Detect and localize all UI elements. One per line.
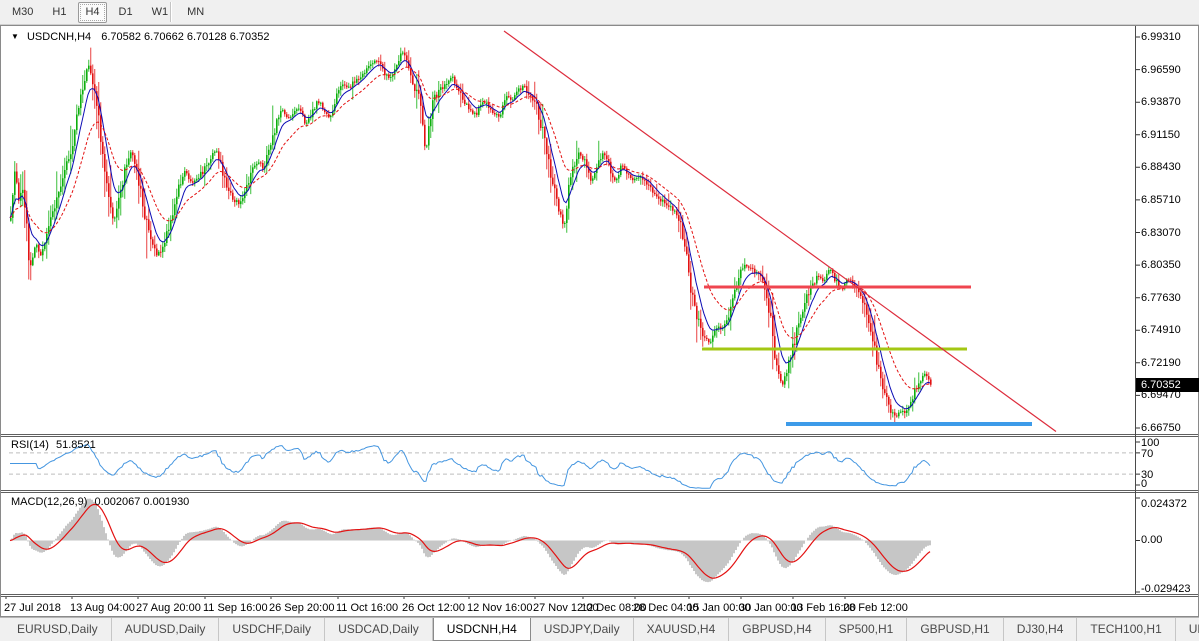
macd-values: 0.002067 0.001930 xyxy=(94,496,190,508)
timeframe-mn[interactable]: MN xyxy=(187,5,205,18)
tab-gbpusd-h1[interactable]: GBPUSD,H1 xyxy=(907,618,1004,641)
timeframe-w1[interactable]: W1 xyxy=(151,5,169,18)
timeframe-h4[interactable]: H4 xyxy=(78,1,107,23)
price-tick-label: 6.88430 xyxy=(1141,161,1181,174)
price-tick-label: 6.93870 xyxy=(1141,96,1181,109)
macd-label: MACD(12,26,9) 0.002067 0.001930 xyxy=(11,496,189,508)
price-tick-label: 6.99310 xyxy=(1141,31,1181,43)
tab-audusd-daily[interactable]: AUDUSD,Daily xyxy=(112,618,220,641)
time-tick-label: 27 Jul 2018 xyxy=(4,602,61,614)
time-tick-label: 13 Feb 16:00 xyxy=(791,602,856,614)
tab-usdchf-daily[interactable]: USDCHF,Daily xyxy=(219,618,326,641)
price-tick-label: 6.66750 xyxy=(1141,422,1181,434)
timeframe-toolbar: M30 H1 H4 D1 W1 MN xyxy=(0,0,1199,25)
timeframe-d1[interactable]: D1 xyxy=(118,5,133,18)
time-tick-label: 27 Nov 12:00 xyxy=(533,602,599,614)
rsi-name: RSI(14) xyxy=(11,439,49,451)
rsi-label: RSI(14) 51.8521 xyxy=(11,439,96,451)
chart-canvas[interactable] xyxy=(1,26,1198,616)
time-tick-label: 13 Aug 04:00 xyxy=(70,602,135,614)
symbol-tabs: EURUSD,Daily AUDUSD,Daily USDCHF,Daily USDC… xyxy=(4,618,1199,641)
timeframe-h1[interactable]: H1 xyxy=(52,5,67,18)
tab-eurusd-daily[interactable]: EURUSD,Daily xyxy=(4,618,112,641)
time-tick-label: 27 Aug 20:00 xyxy=(136,602,201,614)
timeframe-m30[interactable]: M30 xyxy=(12,5,34,18)
tab-ukoil[interactable]: UKOil, xyxy=(1176,618,1199,641)
price-tick-label: 6.69470 xyxy=(1141,389,1181,402)
panel-separator[interactable] xyxy=(1,594,1198,597)
price-axis-divider xyxy=(1135,26,1136,594)
time-tick-label: 30 Jan 00:00 xyxy=(739,602,803,614)
symbol-dropdown-icon[interactable]: ▼ xyxy=(11,32,19,41)
panel-separator[interactable] xyxy=(1,490,1198,493)
rsi-tick-label: 30 xyxy=(1141,469,1154,482)
time-tick-label: 26 Sep 20:00 xyxy=(269,602,335,614)
time-tick-label: 28 Dec 04:00 xyxy=(633,602,699,614)
macd-tick-label: 0.00 xyxy=(1141,534,1163,547)
rsi-tick-label: 100 xyxy=(1141,437,1160,449)
toolbar-separator xyxy=(170,2,171,22)
tab-tech100-h1[interactable]: TECH100,H1 xyxy=(1077,618,1176,641)
timeframe-buttons: M30 H1 H4 D1 W1 MN xyxy=(5,1,216,23)
tab-usdjpy-daily[interactable]: USDJPY,Daily xyxy=(531,618,634,641)
price-tick-label: 6.85710 xyxy=(1141,193,1181,206)
rsi-tick-label: 70 xyxy=(1141,447,1154,460)
symbol-timeframe-label: USDCNH,H4 xyxy=(26,31,92,43)
time-tick-label: 26 Oct 12:00 xyxy=(402,602,465,614)
time-tick-label: 11 Sep 16:00 xyxy=(203,602,268,614)
tab-xauusd-h4[interactable]: XAUUSD,H4 xyxy=(634,618,730,641)
rsi-tick-label: 0 xyxy=(1141,478,1148,490)
ohlc-values: 6.70582 6.70662 6.70128 6.70352 xyxy=(101,31,270,43)
price-tick-label: 6.77630 xyxy=(1141,291,1181,304)
chart-window: ▼ USDCNH,H4 6.70582 6.70662 6.70128 6.70… xyxy=(0,25,1199,617)
tab-dj30-h4[interactable]: DJ30,H4 xyxy=(1004,618,1078,641)
time-tick-label: 28 Feb 12:00 xyxy=(843,602,908,614)
time-tick-label: 12 Nov 16:00 xyxy=(467,602,533,614)
macd-tick-label: 0.024372 xyxy=(1141,498,1187,510)
time-tick-label: 12 Dec 08:00 xyxy=(581,602,647,614)
macd-tick-label: -0.029423 xyxy=(1141,583,1191,595)
tab-usdcad-daily[interactable]: USDCAD,Daily xyxy=(325,618,433,641)
time-tick-label: 11 Oct 16:00 xyxy=(336,602,399,614)
rsi-value: 51.8521 xyxy=(55,439,96,451)
price-tick-label: 6.80350 xyxy=(1141,259,1181,272)
price-tick-label: 6.91150 xyxy=(1141,128,1180,141)
price-tick-label: 6.72190 xyxy=(1141,356,1181,369)
tab-usdcnh-h4[interactable]: USDCNH,H4 xyxy=(432,618,531,641)
tab-sp500-h1[interactable]: SP500,H1 xyxy=(826,618,908,641)
panel-separator[interactable] xyxy=(1,434,1198,437)
symbol-tabbar: EURUSD,Daily AUDUSD,Daily USDCHF,Daily USDC… xyxy=(0,617,1199,641)
price-tick-label: 6.74910 xyxy=(1141,324,1181,337)
price-tick-label: 6.96590 xyxy=(1141,63,1181,76)
time-tick-label: 15 Jan 00:00 xyxy=(687,602,751,614)
chart-title: ▼ USDCNH,H4 6.70582 6.70662 6.70128 6.70… xyxy=(11,31,269,43)
current-price-badge: 6.70352 xyxy=(1136,377,1199,392)
price-tick-label: 6.83070 xyxy=(1141,226,1181,239)
tab-gbpusd-h4[interactable]: GBPUSD,H4 xyxy=(729,618,826,641)
macd-name: MACD(12,26,9) xyxy=(11,496,88,508)
